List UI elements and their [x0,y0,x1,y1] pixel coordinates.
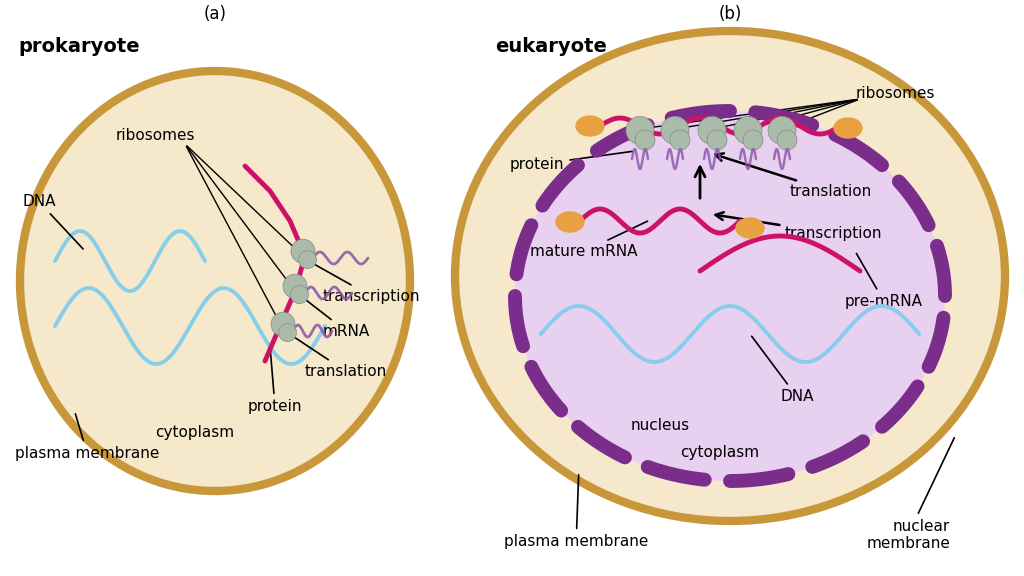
Circle shape [698,116,726,145]
Circle shape [271,312,295,336]
Text: plasma membrane: plasma membrane [15,414,160,461]
Ellipse shape [20,71,410,491]
Circle shape [291,286,308,304]
Text: eukaryote: eukaryote [495,36,607,55]
Circle shape [279,324,297,342]
Text: (a): (a) [204,5,226,23]
Text: cytoplasm: cytoplasm [156,425,234,439]
Circle shape [734,116,762,145]
Text: mature mRNA: mature mRNA [530,221,647,259]
Ellipse shape [575,116,604,136]
Text: protein: protein [248,348,302,414]
Circle shape [743,130,763,150]
Circle shape [707,130,727,150]
Text: plasma membrane: plasma membrane [504,475,648,549]
Text: cytoplasm: cytoplasm [680,445,760,460]
Circle shape [626,116,654,145]
Ellipse shape [834,118,862,138]
Text: translation: translation [288,332,387,379]
Text: prokaryote: prokaryote [18,36,139,55]
Text: transcription: transcription [307,260,421,304]
Circle shape [777,130,797,150]
Text: ribosomes: ribosomes [855,86,935,101]
Ellipse shape [515,111,945,481]
Ellipse shape [556,212,584,232]
Text: nucleus: nucleus [631,418,689,433]
Ellipse shape [736,218,764,238]
Text: (b): (b) [718,5,741,23]
Text: protein: protein [510,151,632,172]
Circle shape [635,130,655,150]
Text: DNA: DNA [752,336,813,404]
Circle shape [283,274,307,298]
Circle shape [291,239,315,263]
Text: nuclear
membrane: nuclear membrane [866,438,954,551]
Text: mRNA: mRNA [299,295,371,339]
Text: transcription: transcription [716,212,883,241]
Ellipse shape [455,31,1005,521]
Text: ribosomes: ribosomes [116,128,195,143]
Circle shape [768,116,796,145]
Circle shape [299,251,316,268]
Text: pre-mRNA: pre-mRNA [845,253,923,309]
Circle shape [670,130,690,150]
Text: DNA: DNA [22,194,83,249]
Text: translation: translation [716,153,872,199]
Circle shape [662,116,689,145]
